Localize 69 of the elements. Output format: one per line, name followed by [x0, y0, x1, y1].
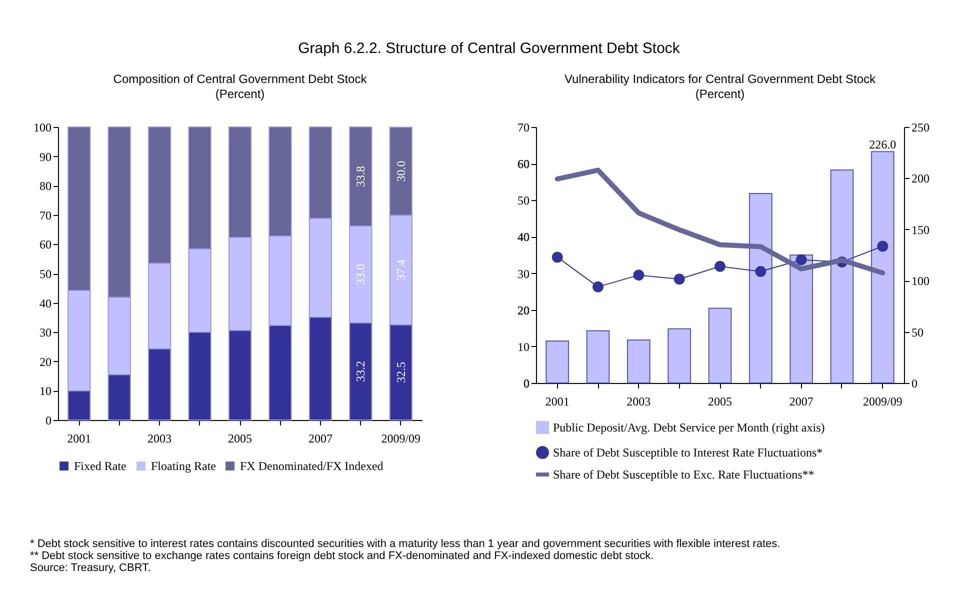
text: * Debt stock sensitive to interest rates contains discounted securities with a maturity less than 1 year and government securities with flexible interest rates. — [30, 538, 780, 550]
data-label: 37.4 — [394, 259, 408, 280]
y2-tick-label: 0 — [912, 376, 918, 390]
y-tick-label: 30 — [518, 266, 530, 281]
y-tick-label: 10 — [518, 340, 530, 354]
data-label: 33.2 — [354, 360, 368, 382]
data-label: 32.5 — [394, 362, 408, 383]
x-tick-label: 2005 — [708, 394, 732, 408]
chart-subtitle: (Percent) — [215, 87, 265, 101]
y-tick-label: 100 — [34, 120, 52, 134]
y-tick-label: 20 — [518, 303, 530, 318]
point — [592, 281, 604, 292]
point — [877, 240, 888, 252]
y-tick-label: 40 — [518, 230, 530, 244]
x-tick-label: 2003 — [148, 432, 172, 446]
x-tick-label: 2009/09 — [381, 432, 421, 446]
chart-title: Vulnerability Indicators for Central Government Debt Stock — [564, 72, 877, 86]
bar — [546, 340, 570, 384]
text: ** Debt stock sensitive to exchange rates contains foreign debt stock and FX-denominated and FX-indexed domestic debt stock. — [30, 550, 655, 562]
y-tick-label: 0 — [524, 376, 530, 390]
point — [633, 270, 644, 281]
y-tick-label: 40 — [40, 296, 52, 310]
y-tick-label: 70 — [40, 208, 52, 222]
y-tick-label: 20 — [40, 354, 52, 369]
point — [674, 274, 685, 285]
bar — [708, 308, 732, 384]
bar — [586, 330, 610, 384]
y-tick-label: 70 — [518, 120, 530, 134]
y2-tick-label: 200 — [912, 172, 930, 186]
data-label: 30.0 — [394, 160, 408, 182]
x-tick-label: 2001 — [67, 432, 92, 446]
y2-tick-label: 150 — [912, 222, 930, 237]
legend-label: Share of Debt Susceptible to Interest Rate Fluctuations* — [553, 446, 823, 460]
x-tick-label: 2003 — [626, 394, 651, 408]
point — [552, 252, 563, 263]
y-tick-label: 30 — [40, 326, 52, 340]
y2-tick-label: 100 — [912, 274, 930, 288]
y-tick-label: 50 — [40, 267, 52, 281]
chart-subtitle: (Percent) — [695, 87, 745, 101]
x-tick-label: 2007 — [789, 394, 814, 408]
x-tick-label: 2009/09 — [862, 394, 902, 408]
chart-title: Composition of Central Government Debt Stock — [113, 72, 368, 86]
x-tick-label: 2001 — [545, 394, 570, 408]
legend-label: Fixed Rate — [74, 459, 126, 473]
x-tick-label: 2007 — [308, 432, 332, 446]
y-tick-label: 90 — [40, 150, 52, 164]
legend-label: Share of Debt Susceptible to Exc. Rate Fluctuations** — [553, 468, 814, 482]
data-label: 33.0 — [354, 264, 368, 285]
y2-tick-label: 50 — [912, 325, 924, 340]
caption: Graph 6.2.2. Structure of Central Government Debt Stock — [297, 40, 681, 57]
legend-label: Public Deposit/Avg. Debt Service per Month (right axis) — [553, 420, 825, 434]
legend-label: Floating Rate — [151, 459, 216, 473]
bar — [626, 339, 650, 384]
y-tick-label: 80 — [40, 179, 52, 194]
x-tick-label: 2005 — [228, 432, 252, 446]
y-tick-label: 0 — [46, 414, 52, 428]
legend-label: FX Denominated/FX Indexed — [240, 459, 384, 473]
y-tick-label: 50 — [518, 194, 530, 208]
y-tick-label: 10 — [40, 384, 52, 398]
point — [796, 254, 807, 266]
source-note: Source: Treasury, CBRT. — [30, 562, 152, 574]
y-tick-label: 60 — [518, 157, 530, 172]
data-label: 226.0 — [869, 138, 896, 152]
point — [714, 260, 726, 272]
y-tick-label: 60 — [40, 238, 52, 252]
point — [755, 266, 766, 277]
bar — [668, 328, 692, 384]
y2-tick-label: 250 — [912, 120, 930, 134]
data-label: 33.8 — [354, 166, 368, 188]
